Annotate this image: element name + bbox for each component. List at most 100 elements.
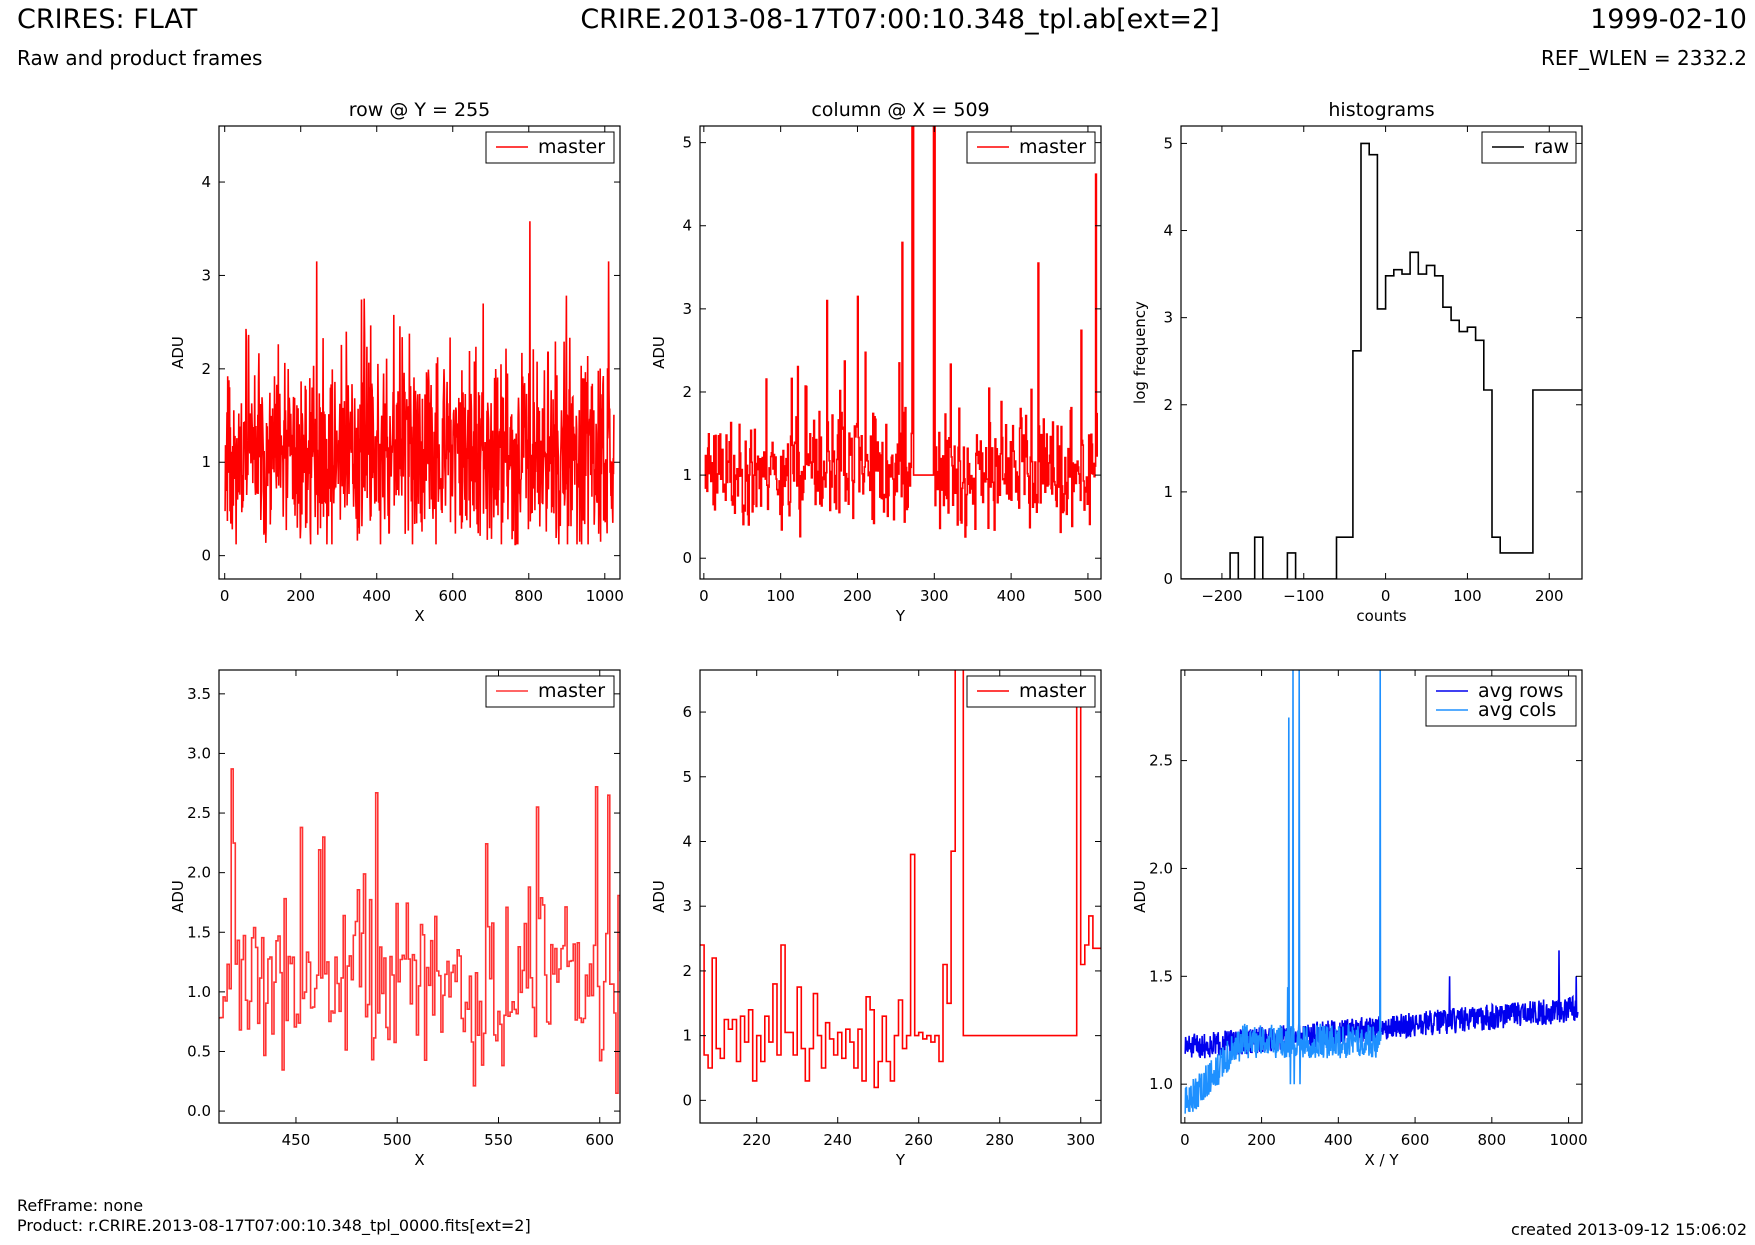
x-tick-label: 450 — [282, 1131, 311, 1149]
y-tick-label: 2 — [682, 962, 692, 980]
page-subtitle: Raw and product frames — [17, 46, 263, 70]
legend-entry: avg cols — [1478, 699, 1556, 721]
y-tick-label: 3.0 — [187, 744, 211, 762]
x-tick-label: 550 — [484, 1131, 513, 1149]
file-title: CRIRE.2013-08-17T07:00:10.348_tpl.ab[ext… — [580, 4, 1220, 35]
legend-entry: master — [538, 136, 605, 158]
y-tick-label: 1 — [201, 453, 211, 471]
x-tick-label: 0 — [699, 587, 709, 605]
x-tick-label: 400 — [997, 587, 1026, 605]
x-tick-label: 220 — [742, 1131, 771, 1149]
legend-entry: raw — [1534, 136, 1569, 158]
y-tick-label: 2.0 — [187, 864, 211, 882]
y-tick-label: 0 — [682, 549, 692, 567]
x-tick-label: 280 — [985, 1131, 1014, 1149]
x-tick-label: 400 — [362, 587, 391, 605]
series-line-master — [224, 221, 615, 546]
y-axis-label: ADU — [1131, 880, 1149, 913]
y-axis-label: ADU — [169, 336, 187, 369]
x-axis-label: X — [414, 1151, 424, 1169]
x-tick-label: 500 — [1074, 587, 1103, 605]
y-tick-label: 4 — [682, 832, 692, 850]
x-tick-label: 800 — [514, 587, 543, 605]
chart-histograms: −200 −100 0 100 200 0 1 2 3 4 5 histograms counts log… — [1131, 99, 1583, 625]
chart-title: histograms — [1328, 99, 1434, 121]
refframe-label: RefFrame: none — [17, 1196, 144, 1215]
date-label: 1999-02-10 — [1590, 4, 1747, 35]
x-tick-label: 100 — [766, 587, 795, 605]
y-tick-label: 0 — [682, 1091, 692, 1109]
y-tick-label: 2.5 — [1149, 752, 1173, 770]
y-tick-label: 3 — [682, 300, 692, 318]
x-tick-label: 300 — [1066, 1131, 1095, 1149]
y-tick-label: 5 — [682, 134, 692, 152]
legend-entry: master — [1019, 136, 1086, 158]
product-label: Product: r.CRIRE.2013-08-17T07:00:10.348… — [17, 1216, 531, 1235]
y-tick-label: 0 — [201, 547, 211, 565]
legend: master — [485, 675, 615, 708]
x-tick-label: 1000 — [586, 587, 624, 605]
x-axis-label: counts — [1356, 607, 1406, 625]
chart-row-zoom: 450 500 550 600 0.0 0.5 1.0 1.5 2.0 2.5 3.0 3.5 X ADU… — [169, 669, 621, 1169]
series-line-avg-cols — [1184, 670, 1383, 1114]
y-tick-label: 6 — [682, 703, 692, 721]
chart-column-zoom: 220 240 260 280 300 0 1 2 3 4 5 6 Y ADU master — [650, 669, 1102, 1169]
series-line-raw — [1181, 142, 1582, 579]
x-tick-label: 260 — [904, 1131, 933, 1149]
y-tick-label: 4 — [201, 173, 211, 191]
x-tick-label: 600 — [438, 587, 467, 605]
x-axis-label: Y — [895, 1151, 906, 1169]
x-tick-label: 100 — [1453, 587, 1482, 605]
y-tick-label: 3 — [1163, 309, 1173, 327]
legend: master — [966, 131, 1096, 164]
x-tick-label: 600 — [1401, 1131, 1430, 1149]
created-label: created 2013-09-12 15:06:02 — [1511, 1220, 1747, 1239]
x-tick-label: 500 — [383, 1131, 412, 1149]
y-tick-label: 1 — [1163, 483, 1173, 501]
plot-frame — [699, 125, 1102, 580]
y-tick-label: 5 — [1163, 134, 1173, 152]
plot-frame — [218, 669, 621, 1124]
x-tick-label: 200 — [843, 587, 872, 605]
legend-entry: avg rows — [1478, 680, 1563, 702]
y-tick-label: 4 — [1163, 222, 1173, 240]
y-axis-label: ADU — [650, 336, 668, 369]
series-line-master — [700, 670, 1101, 1089]
x-tick-label: 800 — [1478, 1131, 1507, 1149]
legend-entry: master — [538, 680, 605, 702]
y-tick-label: 1.5 — [1149, 967, 1173, 985]
x-tick-label: 200 — [1535, 587, 1564, 605]
x-axis-label: X — [414, 607, 424, 625]
chart-column: 0 100 200 300 400 500 0 1 2 3 4 5 column @ X = 509 Y A… — [650, 99, 1102, 625]
y-tick-label: 5 — [682, 768, 692, 786]
page-title: CRIRES: FLAT — [17, 4, 198, 35]
chart-title: column @ X = 509 — [811, 99, 989, 121]
y-tick-label: 2 — [201, 360, 211, 378]
legend-box — [1425, 675, 1577, 727]
chart-title: row @ Y = 255 — [349, 99, 491, 121]
x-tick-label: 400 — [1324, 1131, 1353, 1149]
series-line-master — [704, 126, 1098, 538]
legend: raw — [1481, 131, 1577, 164]
y-tick-label: 0.5 — [187, 1042, 211, 1060]
plot-frame — [699, 669, 1102, 1124]
y-axis-label: log frequency — [1131, 301, 1149, 404]
y-tick-label: 0.0 — [187, 1102, 211, 1120]
x-tick-label: 200 — [286, 587, 315, 605]
x-tick-label: 600 — [585, 1131, 614, 1149]
y-tick-label: 1 — [682, 1027, 692, 1045]
x-tick-label: 200 — [1247, 1131, 1276, 1149]
x-tick-label: −100 — [1283, 587, 1324, 605]
x-tick-label: 300 — [920, 587, 949, 605]
x-tick-label: 0 — [220, 587, 230, 605]
legend: master — [485, 131, 615, 164]
x-tick-label: 240 — [823, 1131, 852, 1149]
y-tick-label: 3.5 — [187, 685, 211, 703]
y-tick-label: 3 — [201, 266, 211, 284]
y-axis-label: ADU — [169, 880, 187, 913]
y-tick-label: 1.0 — [187, 983, 211, 1001]
plot-frame — [218, 125, 621, 580]
y-tick-label: 2.5 — [187, 804, 211, 822]
